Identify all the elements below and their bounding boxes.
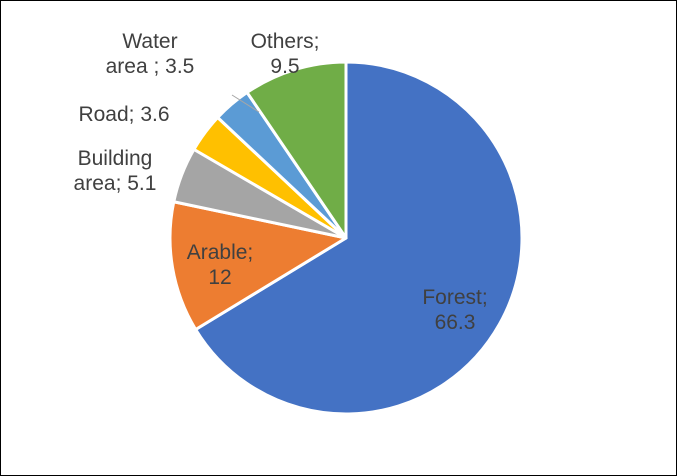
data-label-others: Others; 9.5 [251,30,320,78]
data-label-line: Building [78,147,153,170]
data-label-forest: Forest; 66.3 [422,286,487,334]
data-label-line: 12 [208,266,231,289]
water-area-leader-line [231,94,260,113]
data-label-line: Others; [251,30,320,53]
data-label-line: 9.5 [270,55,299,78]
data-label-arable: Arable; 12 [187,241,254,289]
data-label-building-area: Building area; 5.1 [74,147,157,195]
data-label-line: Forest; [422,286,487,309]
data-label-line: area ; 3.5 [106,55,195,78]
pie-slice-others [245,60,348,240]
data-label-water-area: Water area ; 3.5 [106,30,195,78]
data-label-line: Arable; [187,241,254,264]
data-label-road: Road; 3.6 [78,103,169,126]
pie-slices [168,60,524,416]
data-label-line: 66.3 [435,311,476,334]
data-label-line: Road; 3.6 [78,103,169,126]
pie-slice-forest [194,60,524,416]
data-label-line: area; 5.1 [74,172,157,195]
data-label-line: Water [122,30,177,53]
pie-slice-arable [168,200,348,331]
pie-labels: Forest; 66.3 Arable; 12 Building area; 5.1 Roa… [74,30,488,334]
